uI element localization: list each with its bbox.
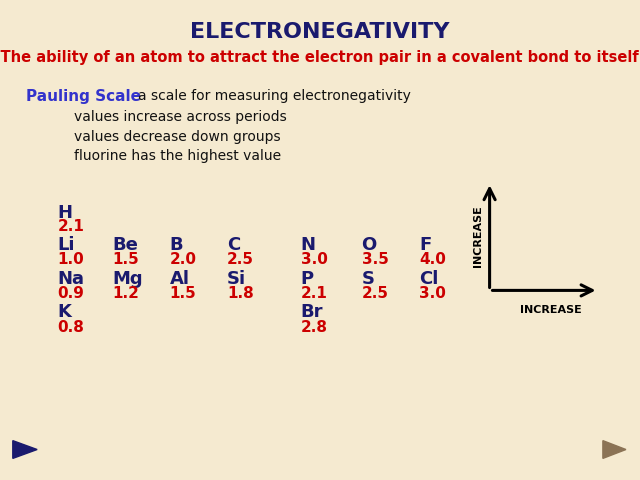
Text: C: C xyxy=(227,236,241,254)
Text: Li: Li xyxy=(58,236,75,254)
Text: values increase across periods: values increase across periods xyxy=(74,110,286,124)
Text: Na: Na xyxy=(58,270,84,288)
Text: N: N xyxy=(301,236,316,254)
Text: ELECTRONEGATIVITY: ELECTRONEGATIVITY xyxy=(190,22,450,42)
Text: Cl: Cl xyxy=(419,270,438,288)
Polygon shape xyxy=(603,441,626,458)
Text: 0.9: 0.9 xyxy=(58,286,84,301)
Text: Si: Si xyxy=(227,270,246,288)
Text: 1.5: 1.5 xyxy=(112,252,139,267)
Polygon shape xyxy=(13,441,37,458)
Text: 2.5: 2.5 xyxy=(227,252,254,267)
Text: P: P xyxy=(301,270,314,288)
Text: Br: Br xyxy=(301,303,323,322)
Text: K: K xyxy=(58,303,72,322)
Text: values decrease down groups: values decrease down groups xyxy=(74,130,280,144)
Text: 1.5: 1.5 xyxy=(170,286,196,301)
Text: Al: Al xyxy=(170,270,189,288)
Text: F: F xyxy=(419,236,431,254)
Text: Be: Be xyxy=(112,236,138,254)
Text: INCREASE: INCREASE xyxy=(520,305,581,315)
Text: 3.0: 3.0 xyxy=(301,252,328,267)
Text: 2.1: 2.1 xyxy=(301,286,328,301)
Text: fluorine has the highest value: fluorine has the highest value xyxy=(74,149,281,163)
Text: Pauling Scale: Pauling Scale xyxy=(26,89,141,104)
Text: 'The ability of an atom to attract the electron pair in a covalent bond to itsel: 'The ability of an atom to attract the e… xyxy=(0,50,640,65)
Text: 1.0: 1.0 xyxy=(58,252,84,267)
Text: 0.8: 0.8 xyxy=(58,320,84,335)
Text: O: O xyxy=(362,236,377,254)
Text: H: H xyxy=(58,204,72,222)
Text: 1.2: 1.2 xyxy=(112,286,139,301)
Text: 4.0: 4.0 xyxy=(419,252,446,267)
Text: a scale for measuring electronegativity: a scale for measuring electronegativity xyxy=(138,89,410,103)
Text: S: S xyxy=(362,270,374,288)
Text: 2.1: 2.1 xyxy=(58,219,84,234)
Text: B: B xyxy=(170,236,183,254)
Text: INCREASE: INCREASE xyxy=(473,205,483,267)
Text: 3.5: 3.5 xyxy=(362,252,388,267)
Text: 2.0: 2.0 xyxy=(170,252,196,267)
Text: 1.8: 1.8 xyxy=(227,286,254,301)
Text: Mg: Mg xyxy=(112,270,143,288)
Text: 2.8: 2.8 xyxy=(301,320,328,335)
Text: 2.5: 2.5 xyxy=(362,286,388,301)
Text: 3.0: 3.0 xyxy=(419,286,446,301)
